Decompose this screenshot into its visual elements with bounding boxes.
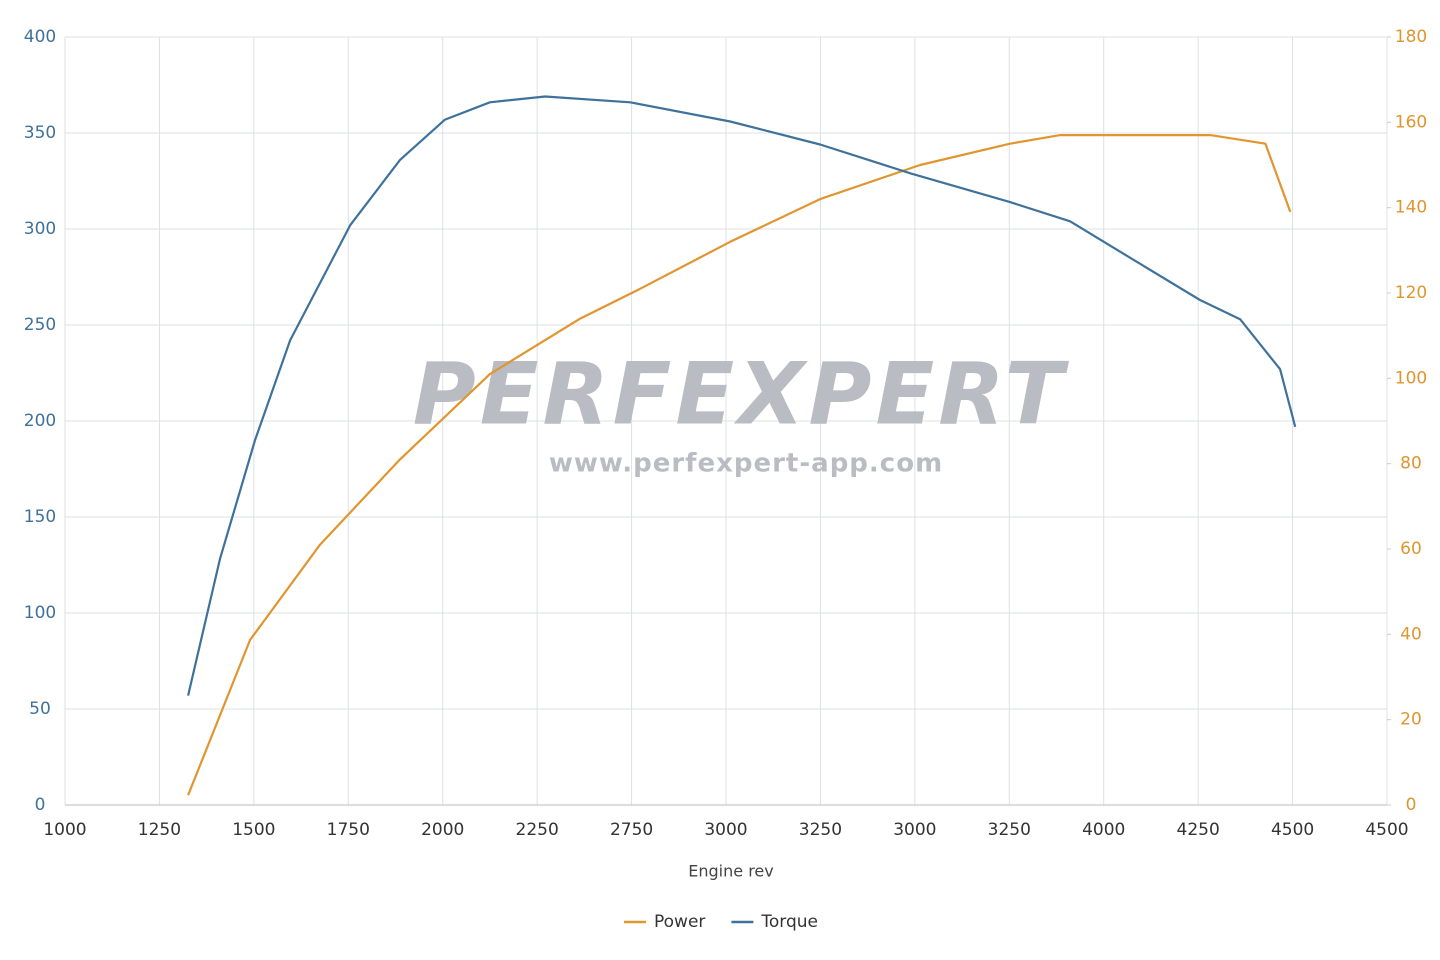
x-tick-label: 2000 — [421, 820, 464, 840]
x-tick-label: 3000 — [704, 820, 747, 840]
y-tick-label: 150 — [24, 507, 56, 527]
y2-tick-label: 140 — [1395, 198, 1427, 218]
watermark-url: www.perfexpert-app.com — [549, 449, 943, 479]
y-tick-label: 50 — [29, 699, 51, 719]
y2-tick-label: 20 — [1400, 710, 1422, 730]
y-tick-label: 350 — [24, 123, 56, 143]
y2-tick-label: 80 — [1400, 454, 1422, 474]
x-tick-label: 4000 — [1082, 820, 1125, 840]
line-series — [187, 134, 1292, 796]
x-tick-label: 3250 — [988, 820, 1031, 840]
x-tick-label: 1250 — [138, 820, 181, 840]
watermark: PERFEXPERT — [413, 344, 1070, 444]
x-tick-label: 4500 — [1365, 820, 1408, 840]
y-tick-label: 400 — [24, 27, 56, 47]
x-tick-label: 4500 — [1271, 820, 1314, 840]
x-axis-label: Engine rev — [688, 862, 773, 881]
x-tick-label: 1500 — [232, 820, 275, 840]
y2-tick-label: 40 — [1400, 624, 1422, 644]
y-tick-label: 250 — [24, 315, 56, 335]
y2-tick-label: 180 — [1395, 27, 1427, 47]
x-tick-label: 3000 — [893, 820, 936, 840]
x-tick-label: 3250 — [799, 820, 842, 840]
line-series — [187, 95, 1297, 696]
legend-label: Power — [654, 912, 705, 932]
y-tick-label: 100 — [24, 603, 56, 623]
y2-tick-label: 120 — [1395, 283, 1427, 303]
x-tick-label: 4250 — [1177, 820, 1220, 840]
x-tick-label: 1000 — [43, 820, 86, 840]
legend-label: Torque — [760, 912, 818, 932]
y-tick-label: 200 — [24, 411, 56, 431]
y2-tick-label: 160 — [1395, 112, 1427, 132]
y2-tick-label: 60 — [1400, 539, 1422, 559]
y2-tick-label: 100 — [1395, 368, 1427, 388]
y-tick-label: 0 — [35, 795, 46, 815]
y2-tick-label: 0 — [1406, 795, 1417, 815]
x-tick-label: 1750 — [327, 820, 370, 840]
x-tick-label: 2750 — [610, 820, 653, 840]
x-tick-label: 2250 — [516, 820, 559, 840]
y-tick-label: 300 — [24, 219, 56, 239]
